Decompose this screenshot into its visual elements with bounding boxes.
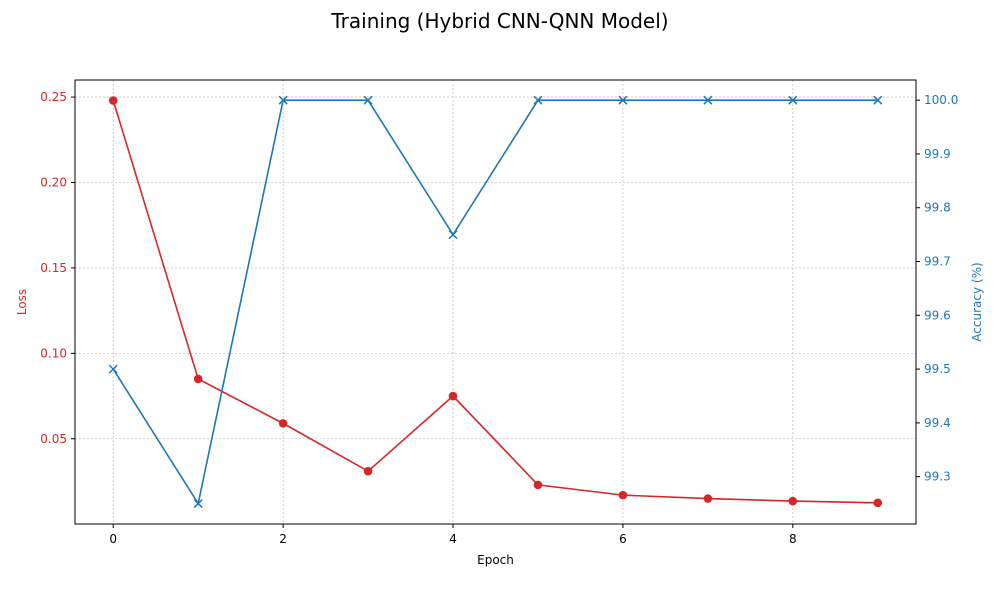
loss-point <box>788 496 798 506</box>
y-right-tick-label: 99.9 <box>924 147 951 161</box>
x-tick-label: 2 <box>279 532 287 546</box>
y-left-tick-label: 0.05 <box>40 432 67 446</box>
accuracy-point <box>108 364 118 374</box>
loss-point <box>193 374 203 384</box>
y-left-tick-label: 0.20 <box>40 176 67 190</box>
loss-point <box>533 480 543 490</box>
x-axis: 0 2 4 6 8 <box>109 524 797 546</box>
y-right-tick-label: 100.0 <box>924 93 958 107</box>
accuracy-point <box>363 95 373 105</box>
loss-point <box>448 391 458 401</box>
y-left-tick-label: 0.25 <box>40 90 67 104</box>
x-tick-label: 6 <box>619 532 627 546</box>
y-right-tick-label: 99.4 <box>924 416 951 430</box>
y-right-tick-label: 99.8 <box>924 201 951 215</box>
loss-point <box>108 96 118 105</box>
accuracy-point <box>448 230 458 240</box>
accuracy-point <box>533 95 543 105</box>
loss-line <box>112 100 878 504</box>
grid <box>75 80 916 524</box>
accuracy-point <box>193 499 203 509</box>
plot-frame <box>74 79 917 525</box>
y-left-tick-label: 0.15 <box>40 261 67 275</box>
loss-point <box>618 490 628 500</box>
loss-point <box>703 494 713 503</box>
x-tick-label: 8 <box>789 532 797 546</box>
accuracy-line <box>112 99 878 506</box>
loss-point <box>873 498 883 508</box>
y-right-tick-label: 99.6 <box>924 308 951 322</box>
x-tick-label: 4 <box>449 532 457 546</box>
x-tick-label: 0 <box>109 532 117 546</box>
series-layer <box>108 95 883 509</box>
y-axis-right: 99.3 99.4 99.5 99.6 99.7 99.8 99.9 100.0 <box>916 93 958 484</box>
y-left-tick-label: 0.10 <box>40 346 67 360</box>
accuracy-point <box>788 95 798 105</box>
loss-point <box>278 419 288 428</box>
accuracy-point <box>618 95 628 105</box>
y-axis-right-label: Accuracy (%) <box>970 262 984 341</box>
accuracy-point <box>873 95 883 105</box>
accuracy-point <box>278 95 288 105</box>
x-axis-label: Epoch <box>477 553 514 567</box>
y-right-tick-label: 99.3 <box>924 470 951 484</box>
loss-point <box>363 466 373 476</box>
y-axis-left-label: Loss <box>15 289 29 315</box>
y-right-tick-label: 99.5 <box>924 362 951 376</box>
chart-title: Training (Hybrid CNN-QNN Model) <box>330 9 668 33</box>
y-axis-left: 0.05 0.10 0.15 0.20 0.25 <box>40 90 75 446</box>
y-right-tick-label: 99.7 <box>924 255 951 269</box>
accuracy-point <box>703 95 713 105</box>
